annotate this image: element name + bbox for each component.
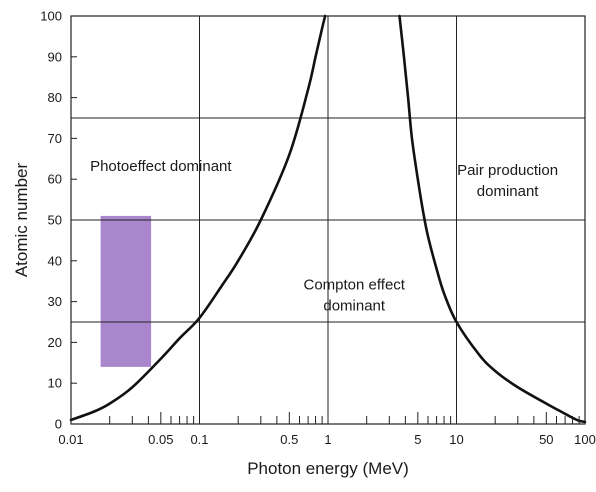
y-tick-label: 80 (48, 90, 62, 105)
highlight-box (100, 215, 152, 367)
y-tick-label: 60 (48, 172, 62, 187)
x-tick-label: 5 (414, 432, 421, 447)
y-tick-label: 70 (48, 131, 62, 146)
x-tick-label: 0.1 (190, 432, 208, 447)
y-tick-label: 0 (55, 417, 62, 432)
y-axis-title: Atomic number (12, 163, 31, 278)
y-tick-label: 20 (48, 335, 62, 350)
y-tick-label: 50 (48, 213, 62, 228)
x-tick-label: 0.05 (148, 432, 173, 447)
y-tick-label: 30 (48, 294, 62, 309)
series-layer (69, 14, 587, 424)
x-axis-title: Photon energy (MeV) (247, 459, 409, 478)
x-tick-label: 10 (449, 432, 463, 447)
y-tick-label: 90 (48, 49, 62, 64)
x-tick-label: 100 (574, 432, 596, 447)
x-tick-label: 0.01 (58, 432, 83, 447)
region-label: Compton effect dominant (304, 276, 406, 314)
highlight-layer (100, 215, 152, 367)
x-tick-label: 1 (324, 432, 331, 447)
x-tick-label: 50 (539, 432, 553, 447)
region-label: Pair production dominant (457, 162, 558, 200)
y-tick-label: 40 (48, 253, 62, 268)
photo-compton-boundary-curve (69, 14, 327, 422)
grid-layer (71, 16, 585, 424)
x-tick-label: 0.5 (280, 432, 298, 447)
region-labels-layer: Photoeffect dominant Compton effect domina… (90, 158, 558, 314)
y-tick-label: 100 (40, 9, 62, 24)
compton-pair-boundary-curve (398, 14, 587, 424)
region-label: Photoeffect dominant (90, 158, 232, 175)
y-tick-label: 10 (48, 376, 62, 391)
ticks-layer: 0 10 20 30 40 50 60 70 80 90 100 0.01 0.05 0.1 0.5 1 5 10… (40, 9, 596, 448)
